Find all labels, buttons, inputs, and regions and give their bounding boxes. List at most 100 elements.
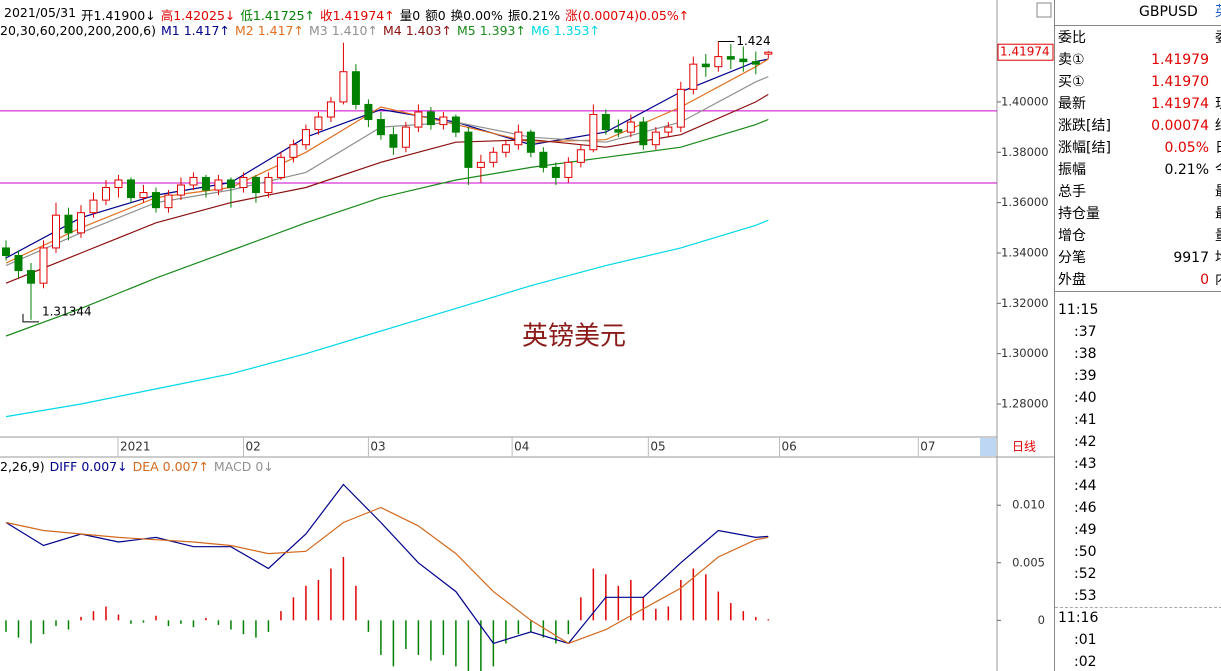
candle-body <box>26 270 35 284</box>
candle-body <box>501 144 510 153</box>
legend-value: 1.393↑ <box>479 23 526 38</box>
x-tick-label: 02 <box>245 440 260 454</box>
candle-body <box>464 131 473 168</box>
legend-entry: DEA 0.007↑ <box>133 459 209 474</box>
legend-value: 0.007↓ <box>81 459 128 474</box>
x-tick-label: 05 <box>650 440 665 454</box>
low-annotation: 1.31344 <box>42 304 92 318</box>
tick-time: 11:15 <box>1058 302 1099 318</box>
quote-field: 量0 <box>399 8 421 23</box>
high-annotation: 1.424 <box>736 34 770 48</box>
candle-body <box>389 134 398 148</box>
legend-name: M4 <box>382 23 402 38</box>
legend-entry: MACD 0↓ <box>214 459 274 474</box>
quote-field: 振0.21% <box>507 8 561 23</box>
candle-body <box>614 129 623 133</box>
tick-time: :01 <box>1074 632 1097 648</box>
candle-body <box>64 214 73 234</box>
legend-name: M3 <box>308 23 328 38</box>
legend-name: MACD <box>213 459 252 474</box>
candle-body <box>551 166 560 178</box>
quote-value: 0.05% <box>1164 140 1209 156</box>
x-axis-strip <box>0 437 997 457</box>
tick-time: :46 <box>1074 500 1097 516</box>
candle-body <box>126 179 135 199</box>
candle-body <box>164 194 173 209</box>
tick-time: 11:16 <box>1058 610 1099 626</box>
legend-value: 0.007↑ <box>162 459 209 474</box>
candle-body <box>714 56 723 68</box>
candle-body <box>589 114 598 151</box>
candle-body <box>339 71 348 103</box>
watermark: 英镑美元 <box>522 322 626 352</box>
candle-body <box>414 111 423 128</box>
candle-body <box>239 176 248 189</box>
x-tick-label: 04 <box>514 440 529 454</box>
quote-extra: 最 <box>1215 203 1221 225</box>
x-tick-label: 06 <box>782 440 797 454</box>
scroll-button[interactable] <box>980 438 996 456</box>
window-button[interactable] <box>1036 2 1052 18</box>
quote-value: 1.41974 <box>1151 96 1209 112</box>
x-tick-label: 07 <box>920 440 935 454</box>
quote-label: 买① <box>1058 74 1085 90</box>
y-tick-label: 1.40000 <box>1001 94 1049 108</box>
period-label[interactable]: 日线 <box>1012 440 1036 454</box>
candle-body <box>376 119 385 136</box>
quote-row: 外盘 0内 <box>1055 269 1221 291</box>
legend-value: 1.417↑ <box>257 23 304 38</box>
legend-name: M2 <box>234 23 254 38</box>
line-series <box>5 506 769 645</box>
candle-body <box>139 192 148 199</box>
legend-name: DEA <box>132 459 159 474</box>
tick-time: :44 <box>1074 478 1097 494</box>
y-tick-label: 1.38000 <box>1001 145 1049 159</box>
tick-time: :49 <box>1074 522 1097 538</box>
candle-body <box>364 103 373 121</box>
quote-extra: 日 <box>1215 137 1221 159</box>
quote-row: 最新 1.41974 现 <box>1055 93 1221 115</box>
quote-label: 委比 <box>1058 30 1086 46</box>
line-series <box>5 118 769 337</box>
candle-body <box>76 212 85 234</box>
tick-time: :39 <box>1074 368 1097 384</box>
symbol-extra: 英 <box>1215 0 1221 25</box>
candle-body <box>89 199 98 214</box>
legend-entry: M3 1.410↑ <box>309 23 378 38</box>
legend-value: 1.417↑ <box>183 23 230 38</box>
quote-field: 涨(0.00074)0.05%↑ <box>565 8 690 23</box>
tick-time: :43 <box>1074 456 1097 472</box>
quote-row: 总手 最 <box>1055 181 1221 203</box>
candle-body <box>451 116 460 133</box>
candle-body <box>301 129 310 146</box>
quote-row: 买① 1.41970 <box>1055 71 1221 93</box>
y-tick-label: 1.32000 <box>1001 296 1049 310</box>
quote-field: 额0 <box>425 8 446 23</box>
legend-name: M1 <box>160 23 180 38</box>
legend-entry: M2 1.417↑ <box>235 23 304 38</box>
tick-time: :41 <box>1074 412 1097 428</box>
quote-extra: 内 <box>1215 269 1221 291</box>
candle-body <box>226 179 235 189</box>
candle-body <box>176 184 185 196</box>
legend-name: M6 <box>530 23 550 38</box>
y-tick-label: 0.005 <box>1012 555 1045 569</box>
y-tick-label: 1.34000 <box>1001 245 1049 259</box>
quote-row: 委比 委 <box>1055 27 1221 49</box>
tick-time: :37 <box>1074 324 1097 340</box>
panel-title-bar: GBPUSD 英 <box>1055 0 1221 26</box>
legend-name: DIFF <box>49 459 78 474</box>
candle-body <box>701 63 710 68</box>
ma-params: 20,30,60,200,200,200,6) <box>0 23 156 38</box>
quote-row: 振幅 0.21% 今 <box>1055 159 1221 181</box>
candle-body <box>14 254 23 272</box>
candle-body <box>101 187 110 201</box>
candle-body <box>276 156 285 178</box>
candle-body <box>351 71 360 105</box>
line-series <box>5 58 769 259</box>
candle-body <box>489 151 498 163</box>
legend-value: 1.403↑ <box>405 23 452 38</box>
candle-body <box>539 151 548 168</box>
quote-row: 持仓量 最 <box>1055 203 1221 225</box>
legend-entry: M4 1.403↑ <box>383 23 452 38</box>
